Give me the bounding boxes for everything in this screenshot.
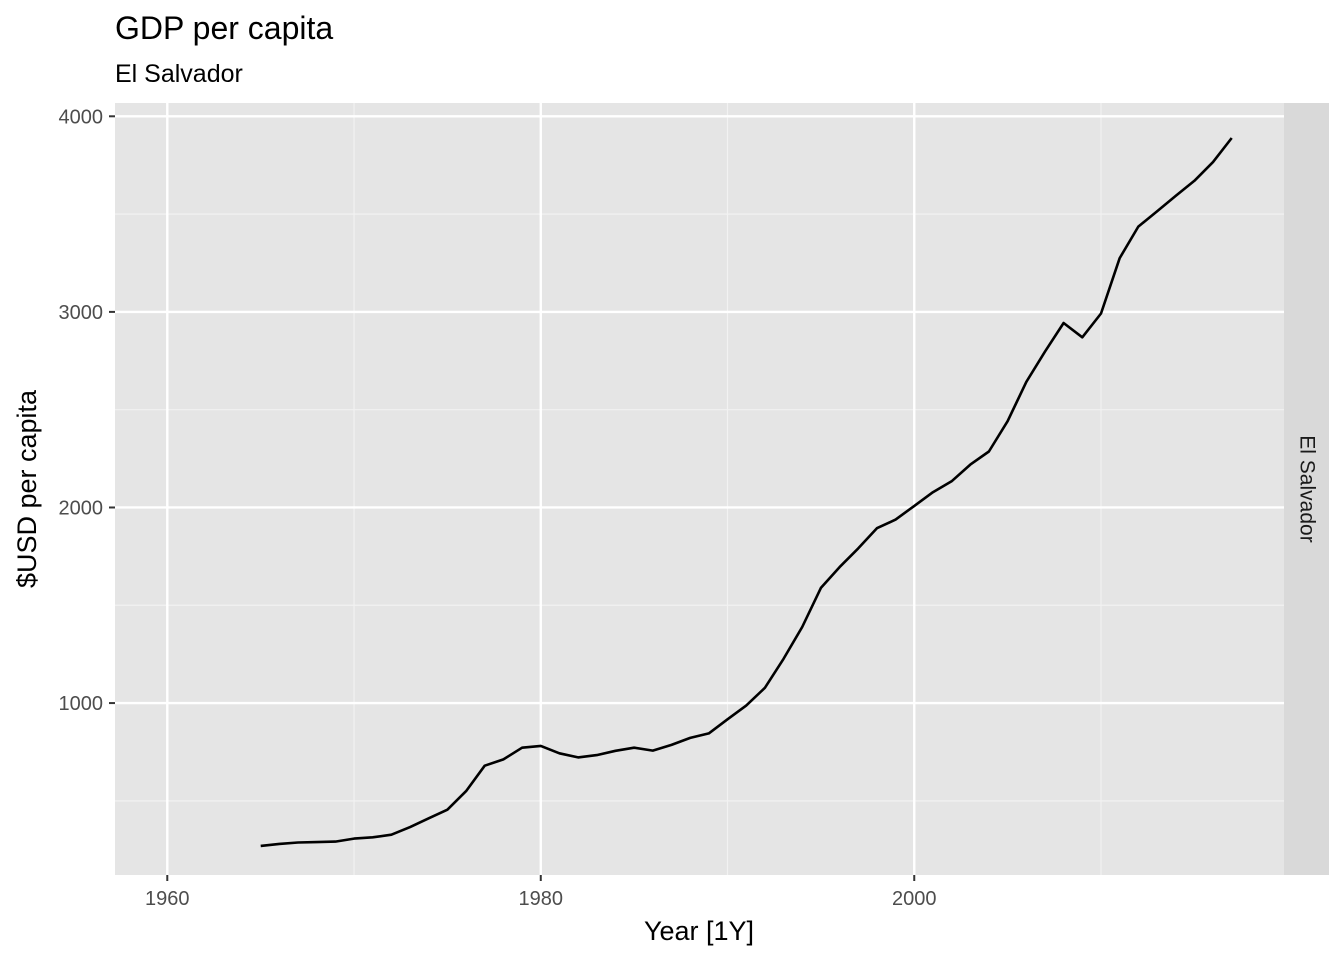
series-layer — [260, 137, 1233, 848]
chart-subtitle: El Salvador — [115, 60, 243, 88]
x-axis: 1960 1980 2000 — [145, 875, 937, 910]
facet-strip — [1284, 103, 1329, 875]
x-tick-label: 1960 — [145, 888, 190, 910]
x-axis-title: Year [1Y] — [644, 916, 754, 946]
y-axis-title: $USD per capita — [12, 389, 42, 588]
chart-title: GDP per capita — [115, 10, 333, 46]
y-tick-label: 2000 — [59, 497, 104, 519]
y-tick-label: 1000 — [59, 693, 104, 715]
x-tick-label: 1980 — [519, 888, 564, 910]
y-tick-label: 3000 — [59, 302, 104, 324]
facet-strip-label: El Salvador — [1295, 435, 1318, 542]
y-tick-label: 4000 — [59, 106, 104, 128]
y-axis: 1000 2000 3000 4000 — [59, 106, 115, 715]
grid-minor — [115, 103, 1284, 875]
plot-panel — [115, 103, 1284, 875]
series-line — [260, 137, 1233, 848]
x-tick-label: 2000 — [892, 888, 937, 910]
grid-major — [115, 103, 1284, 875]
